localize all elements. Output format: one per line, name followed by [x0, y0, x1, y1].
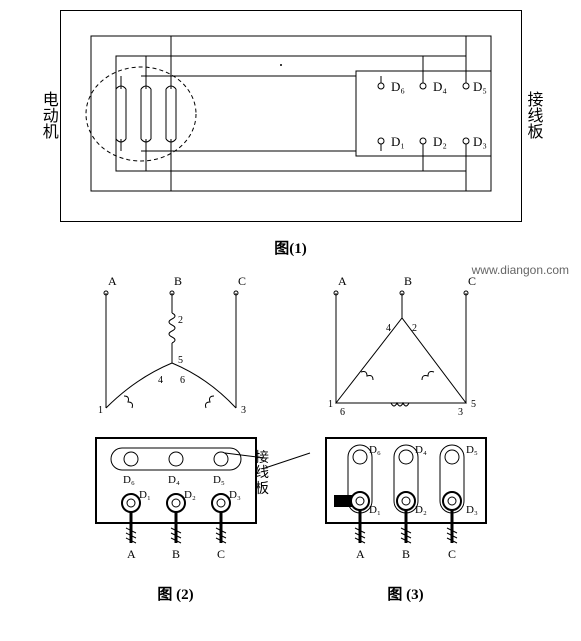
svg-text:1: 1	[98, 405, 103, 416]
svg-text:D₄: D₄	[415, 444, 427, 456]
svg-text:D₅: D₅	[473, 79, 487, 94]
svg-text:D₂: D₂	[433, 134, 447, 149]
svg-text:D₅: D₅	[213, 474, 225, 486]
figure-1: 电动机 接线板 D₆ D₄ D₅ D₁ D₂ D₃	[60, 10, 522, 222]
svg-text:D₄: D₄	[168, 474, 180, 486]
svg-text:D₃: D₃	[229, 489, 241, 501]
svg-text:B: B	[404, 274, 412, 288]
svg-text:1: 1	[328, 399, 333, 410]
svg-text:D₆: D₆	[391, 79, 405, 94]
svg-text:3: 3	[458, 407, 463, 418]
motor-label: 电动机	[39, 91, 58, 139]
svg-text:A: A	[338, 274, 347, 288]
svg-text:D₅: D₅	[466, 444, 478, 456]
svg-text:D₁: D₁	[391, 134, 405, 149]
board-label: 接线板	[523, 91, 542, 139]
figure-3-svg: A B C 4 2 1 6 5 3	[306, 273, 506, 573]
svg-text:3: 3	[241, 405, 246, 416]
svg-text:4: 4	[386, 323, 391, 334]
svg-text:D₃: D₃	[473, 134, 487, 149]
svg-text:5: 5	[178, 355, 183, 366]
svg-text:2: 2	[412, 323, 417, 334]
caption-2: 图 (2)	[76, 583, 276, 604]
svg-text:2: 2	[178, 315, 183, 326]
svg-text:D₂: D₂	[415, 504, 427, 516]
figure-2-svg: A B C 2 5 1 4 6 3	[76, 273, 276, 573]
svg-text:A: A	[108, 274, 117, 288]
svg-text:B: B	[174, 274, 182, 288]
svg-text:B: B	[402, 547, 410, 561]
svg-text:D₆: D₆	[369, 444, 381, 456]
middle-label: 接线板	[255, 451, 271, 497]
svg-text:C: C	[217, 547, 225, 561]
figure-1-svg: D₆ D₄ D₅ D₁ D₂ D₃	[61, 11, 521, 221]
svg-text:C: C	[238, 274, 246, 288]
svg-text:B: B	[172, 547, 180, 561]
svg-text:D₂: D₂	[184, 489, 196, 501]
svg-text:6: 6	[180, 375, 185, 386]
watermark: www.diangon.com	[472, 263, 569, 277]
svg-text:A: A	[127, 547, 136, 561]
caption-3: 图 (3)	[306, 583, 506, 604]
svg-text:6: 6	[340, 407, 345, 418]
svg-text:5: 5	[471, 399, 476, 410]
caption-1: 图(1)	[10, 237, 571, 258]
figure-2: A B C 2 5 1 4 6 3	[76, 273, 276, 619]
svg-text:4: 4	[158, 375, 163, 386]
svg-text:D₁: D₁	[139, 489, 151, 501]
svg-text:D₁: D₁	[369, 504, 381, 516]
svg-text:D₄: D₄	[433, 79, 447, 94]
svg-text:A: A	[356, 547, 365, 561]
svg-text:D₆: D₆	[123, 474, 135, 486]
svg-text:D₃: D₃	[466, 504, 478, 516]
figure-3: A B C 4 2 1 6 5 3	[306, 273, 506, 619]
svg-text:C: C	[448, 547, 456, 561]
